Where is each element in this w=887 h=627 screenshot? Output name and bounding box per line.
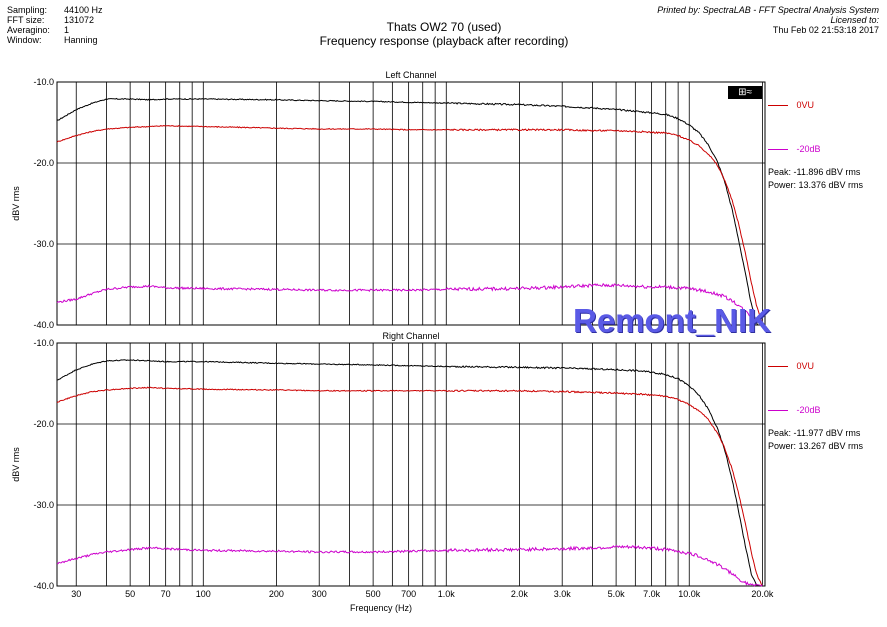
y-tick-label: -30.0: [33, 500, 54, 510]
info-label-fft-size: FFT size:: [7, 15, 45, 25]
legend-swatch-0vu: [768, 366, 788, 368]
series-0-line: [57, 359, 763, 587]
series-0vu-line: [56, 386, 763, 586]
x-tick-label: 70: [161, 589, 171, 599]
x-tick-label: 10.0k: [678, 589, 701, 599]
x-tick-label: 300: [312, 589, 327, 599]
x-tick-label: 3.0k: [554, 589, 572, 599]
y-tick-label: -30.0: [33, 239, 54, 249]
y-tick-label: -40.0: [33, 320, 54, 330]
series-20db-line: [56, 544, 763, 587]
y-tick-label: -10.0: [33, 77, 54, 87]
legend-label-0vu: 0VU: [796, 361, 815, 371]
x-tick-label: 1.0k: [438, 589, 456, 599]
right-channel-plot: Right Channel -10.0 -20.0 -30.0 -40.0 dBV rms…: [11, 331, 774, 613]
x-axis-label: Frequency (Hz): [350, 603, 412, 613]
right-readout: Peak: -11.977 dBV rms Power: 13.267 dBV …: [768, 427, 863, 453]
left-peak-readout: Peak: -11.896 dBV rms: [768, 167, 861, 177]
y-tick-label: -20.0: [33, 419, 54, 429]
right-legend-minus20db: -20dB: [768, 405, 821, 415]
left-channel-plot: Left Channel -10.0 -20.0 -30.0 -40.0 dBV rms: [11, 70, 766, 330]
info-value-window: Hanning: [64, 35, 98, 45]
watermark: Remont_NIK: [573, 302, 772, 339]
info-values: 44100 Hz 131072 1 Hanning: [64, 5, 103, 45]
legend-label-0vu: 0VU: [796, 100, 815, 110]
y-tick-label: -10.0: [33, 338, 54, 348]
x-tick-label: 2.0k: [511, 589, 529, 599]
x-tick-label: 100: [196, 589, 211, 599]
legend-label-minus20db: -20dB: [796, 144, 821, 154]
info-value-averaging: 1: [64, 25, 70, 35]
legend-swatch-0vu: [768, 105, 788, 107]
legend-swatch-minus20db: [768, 410, 788, 412]
print-info: Printed by: SpectraLAB - FFT Spectral An…: [657, 5, 879, 35]
x-tick-label: 5.0k: [608, 589, 626, 599]
y-tick-label: -20.0: [33, 158, 54, 168]
series-20db-line: [56, 282, 763, 323]
panel-title: Right Channel: [382, 331, 439, 341]
x-tick-label: 30: [71, 589, 81, 599]
series-0-line: [56, 97, 763, 326]
x-tick-label: 700: [401, 589, 416, 599]
legend-label-minus20db: -20dB: [796, 405, 821, 415]
x-tick-label: 50: [125, 589, 135, 599]
print-date-text: Thu Feb 02 21:53:18 2017: [772, 25, 879, 35]
series-0vu-line: [56, 124, 763, 324]
right-power-readout: Power: 13.267 dBV rms: [768, 441, 864, 451]
left-legend-minus20db: -20dB: [768, 144, 821, 154]
printed-by-text: Printed by: SpectraLAB - FFT Spectral An…: [657, 5, 879, 15]
right-peak-readout: Peak: -11.977 dBV rms: [768, 428, 861, 438]
info-value-sampling: 44100 Hz: [64, 5, 103, 15]
x-tick-label: 7.0k: [643, 589, 661, 599]
plot-tool-icon[interactable]: ⊞≈: [728, 86, 762, 99]
chart-title-line-1: Thats OW2 70 (used): [386, 20, 502, 34]
licensed-to-text: Licensed to:: [830, 15, 879, 25]
x-tick-label: 200: [269, 589, 284, 599]
left-readout: Peak: -11.896 dBV rms Power: 13.376 dBV …: [768, 166, 863, 192]
chart-title: Thats OW2 70 (used) Frequency response (…: [244, 20, 644, 48]
chart-title-line-2: Frequency response (playback after recor…: [319, 34, 569, 48]
right-legend-0vu: 0VU: [768, 361, 814, 371]
x-tick-label: 500: [366, 589, 381, 599]
y-tick-label: -40.0: [33, 581, 54, 591]
info-labels: Sampling: FFT size: Averagino: Window:: [7, 5, 50, 45]
legend-swatch-minus20db: [768, 149, 788, 151]
info-value-fft-size: 131072: [64, 15, 95, 25]
marker-icon: ⊞≈: [738, 87, 752, 98]
info-label-window: Window:: [7, 35, 42, 45]
y-axis-label: dBV rms: [11, 186, 21, 221]
x-tick-label: 20.0k: [751, 589, 774, 599]
info-label-sampling: Sampling:: [7, 5, 48, 15]
plot-frame: [56, 81, 766, 326]
info-label-averaging: Averagino:: [7, 25, 50, 35]
left-power-readout: Power: 13.376 dBV rms: [768, 180, 864, 190]
plot-frame: [56, 342, 766, 587]
panel-title: Left Channel: [385, 70, 436, 80]
y-axis-label: dBV rms: [11, 447, 21, 482]
left-legend-0vu: 0VU: [768, 100, 814, 110]
